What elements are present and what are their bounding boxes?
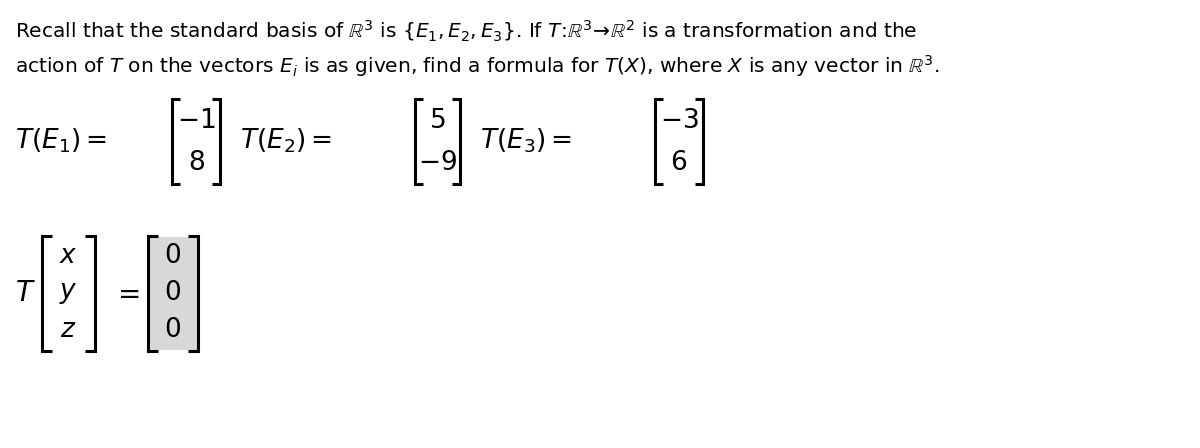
Text: action of $T$ on the vectors $E_i$ is as given, find a formula for $T(X)$, where: action of $T$ on the vectors $E_i$ is as… [14, 53, 940, 79]
Text: $0$: $0$ [164, 243, 181, 269]
Text: $0$: $0$ [164, 280, 181, 306]
Text: $-3$: $-3$ [660, 108, 698, 134]
Text: $y$: $y$ [59, 280, 78, 306]
Text: $=$: $=$ [112, 279, 139, 307]
Text: $x$: $x$ [59, 243, 78, 269]
Text: $T(E_3) =$: $T(E_3) =$ [480, 127, 572, 155]
Text: $5$: $5$ [430, 108, 445, 134]
FancyBboxPatch shape [149, 237, 197, 349]
Text: $-9$: $-9$ [418, 150, 457, 176]
Text: $z$: $z$ [60, 317, 77, 343]
Text: Recall that the standard basis of $\mathbb{R}^3$ is $\{E_1, E_2, E_3\}$. If $T\!: Recall that the standard basis of $\math… [14, 18, 917, 43]
Text: $T(E_1) =$: $T(E_1) =$ [14, 127, 107, 155]
Text: $T(E_2) =$: $T(E_2) =$ [240, 127, 332, 155]
Text: $-1$: $-1$ [176, 108, 215, 134]
Text: $6$: $6$ [671, 150, 688, 176]
Text: $0$: $0$ [164, 317, 181, 343]
Text: $T$: $T$ [14, 279, 36, 307]
Text: $8$: $8$ [187, 150, 204, 176]
